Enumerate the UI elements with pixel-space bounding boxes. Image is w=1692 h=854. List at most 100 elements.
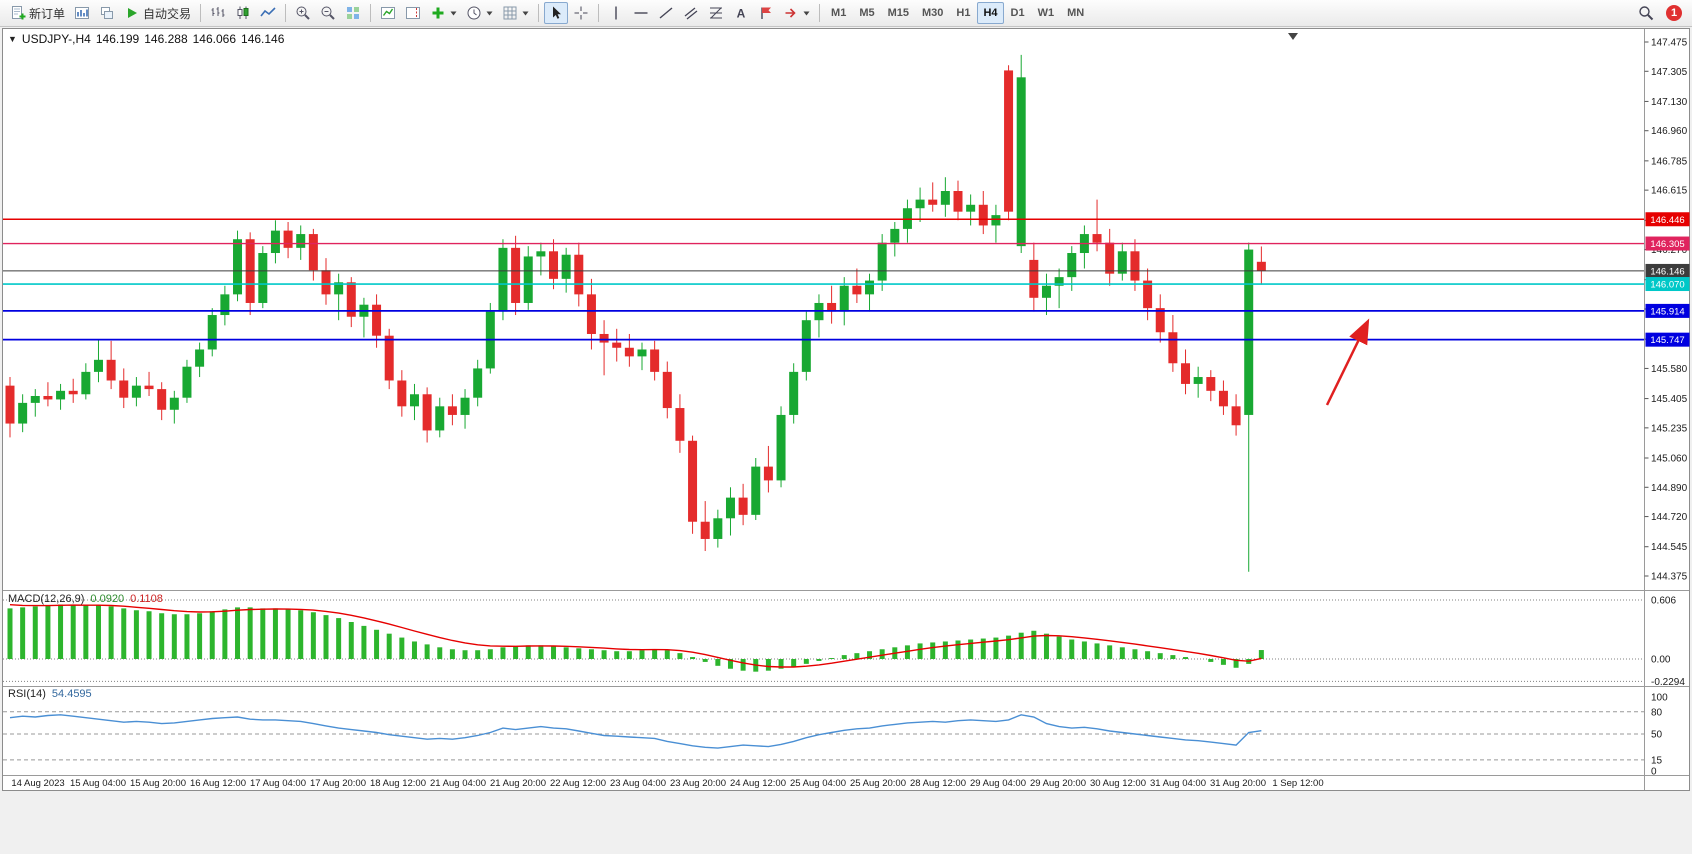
vertical-line-button[interactable] <box>604 2 628 24</box>
charts-cascade-button[interactable] <box>95 2 119 24</box>
tf-mn-button[interactable]: MN <box>1061 2 1090 24</box>
rsi-pane: 100 80 50 150 <box>3 693 1668 778</box>
tf-w1-button[interactable]: W1 <box>1032 2 1061 24</box>
toolbar-separator <box>598 4 600 22</box>
notification-badge[interactable]: 1 <box>1666 5 1682 21</box>
quote-high: 146.288 <box>144 32 188 46</box>
toolbar-separator <box>538 4 540 22</box>
svg-text:100: 100 <box>1651 693 1668 704</box>
svg-text:17 Aug 20:00: 17 Aug 20:00 <box>310 778 366 789</box>
tf-m5-button[interactable]: M5 <box>853 2 880 24</box>
chevron-down-icon[interactable]: ▼ <box>8 34 17 44</box>
chart-shift-button[interactable] <box>401 2 425 24</box>
add-indicator-button[interactable] <box>426 2 461 24</box>
svg-text:0.606: 0.606 <box>1651 595 1676 606</box>
cursor-icon <box>548 5 564 21</box>
chart-shift-marker <box>1288 33 1298 40</box>
svg-text:14 Aug 2023: 14 Aug 2023 <box>11 778 64 789</box>
search-button[interactable] <box>1634 2 1658 24</box>
zoom-out-button[interactable] <box>316 2 340 24</box>
periods-button[interactable] <box>462 2 497 24</box>
svg-text:145.405: 145.405 <box>1651 394 1688 405</box>
cursor-button[interactable] <box>544 2 569 24</box>
rsi-line <box>9 714 1262 749</box>
time-axis[interactable]: 14 Aug 2023 15 Aug 04:00 15 Aug 20:00 16 Au… <box>11 778 1323 789</box>
symbol-timeframe: USDJPY-,H4 <box>21 32 91 46</box>
svg-text:0.00: 0.00 <box>1651 655 1671 666</box>
trend-arrow-annotation[interactable] <box>1325 318 1370 406</box>
svg-text:18 Aug 12:00: 18 Aug 12:00 <box>370 778 426 789</box>
doc-plus-icon <box>10 5 26 21</box>
auto-scroll-button[interactable] <box>376 2 400 24</box>
crosshair-button[interactable] <box>569 2 593 24</box>
templates-button[interactable] <box>498 2 533 24</box>
svg-text:15: 15 <box>1651 755 1663 766</box>
macd-label: MACD(12,26,9) 0.0920 0.1108 <box>8 593 163 605</box>
clock-icon <box>466 5 482 21</box>
svg-text:24 Aug 12:00: 24 Aug 12:00 <box>730 778 786 789</box>
toolbar-separator <box>370 4 372 22</box>
horizontal-line-button[interactable] <box>629 2 653 24</box>
tf-h1-button[interactable]: H1 <box>950 2 976 24</box>
tf-m1-label: M1 <box>831 7 847 19</box>
svg-text:1 Sep 12:00: 1 Sep 12:00 <box>1272 778 1323 789</box>
tf-h4-button[interactable]: H4 <box>977 2 1004 24</box>
zoom-in-button[interactable] <box>291 2 315 24</box>
price-tags: 146.446 146.305 146.146 146.070 145.914 145.7… <box>1645 212 1690 347</box>
bar-chart-button[interactable] <box>206 2 230 24</box>
svg-text:145.235: 145.235 <box>1651 423 1688 434</box>
tf-h1-label: H1 <box>956 7 971 19</box>
svg-text:146.070: 146.070 <box>1650 280 1684 291</box>
zoom-out-icon <box>320 5 336 21</box>
macd-signal-value: 0.1108 <box>130 593 163 605</box>
text-label-button[interactable] <box>754 2 778 24</box>
svg-text:146.785: 146.785 <box>1651 156 1688 167</box>
auto-trading-button[interactable]: 自动交易 <box>120 2 195 24</box>
tf-m15-button[interactable]: M15 <box>882 2 915 24</box>
svg-text:29 Aug 04:00: 29 Aug 04:00 <box>970 778 1026 789</box>
caret-down-icon <box>450 11 457 16</box>
svg-text:-0.2294: -0.2294 <box>1651 677 1685 688</box>
svg-text:29 Aug 20:00: 29 Aug 20:00 <box>1030 778 1086 789</box>
tile-windows-button[interactable] <box>341 2 365 24</box>
caret-down-icon <box>522 11 529 16</box>
macd-main-value: 0.0920 <box>90 593 125 605</box>
profiles-button[interactable] <box>70 2 94 24</box>
svg-text:15 Aug 20:00: 15 Aug 20:00 <box>130 778 186 789</box>
svg-text:22 Aug 12:00: 22 Aug 12:00 <box>550 778 606 789</box>
new-order-button[interactable]: 新订单 <box>6 2 69 24</box>
svg-text:0: 0 <box>1651 767 1657 778</box>
tf-w1-label: W1 <box>1037 7 1055 19</box>
tf-d1-button[interactable]: D1 <box>1005 2 1031 24</box>
equidistant-channel-button[interactable] <box>679 2 703 24</box>
svg-text:145.914: 145.914 <box>1650 306 1684 317</box>
svg-text:145.580: 145.580 <box>1651 364 1688 375</box>
channel-icon <box>683 5 699 21</box>
svg-text:50: 50 <box>1651 730 1663 741</box>
toolbar-separator <box>200 4 202 22</box>
fibonacci-button[interactable] <box>704 2 728 24</box>
trendline-button[interactable] <box>654 2 678 24</box>
tf-h4-label: H4 <box>983 7 998 19</box>
play-icon <box>124 5 140 21</box>
svg-text:145.060: 145.060 <box>1651 454 1688 465</box>
svg-text:146.270: 146.270 <box>1651 245 1688 256</box>
cross-icon <box>573 5 589 21</box>
rsi-title: RSI(14) <box>8 688 46 700</box>
tf-m30-button[interactable]: M30 <box>916 2 949 24</box>
hline-icon <box>633 5 649 21</box>
text-button[interactable]: A <box>729 2 753 24</box>
tf-m15-label: M15 <box>887 7 909 19</box>
shapes-button[interactable] <box>779 2 814 24</box>
horizontal-lines[interactable] <box>3 218 1644 341</box>
tf-m1-button[interactable]: M1 <box>825 2 852 24</box>
arrows-icon <box>783 5 799 21</box>
plus-icon <box>430 5 446 21</box>
profiles-icon <box>74 5 90 21</box>
candlestick-chart-button[interactable] <box>231 2 255 24</box>
svg-text:80: 80 <box>1651 707 1663 718</box>
line-chart-button[interactable] <box>256 2 280 24</box>
grid-icon <box>502 5 518 21</box>
